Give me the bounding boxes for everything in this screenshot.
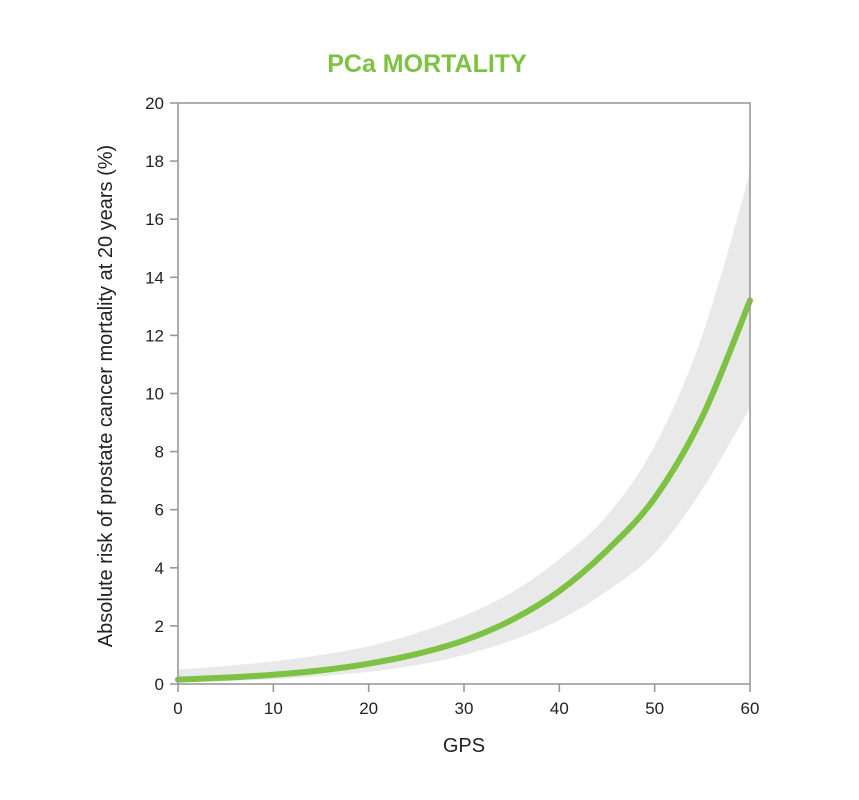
chart-title: PCa MORTALITY [327, 50, 527, 78]
y-axis-label: Absolute risk of prostate cancer mortali… [95, 145, 117, 647]
y-tick-label: 10 [145, 385, 164, 404]
y-tick-label: 16 [145, 210, 164, 229]
confidence-band [178, 172, 750, 683]
confidence-band-layer [178, 172, 750, 683]
x-tick-label: 20 [359, 699, 378, 718]
plot-frame [177, 102, 751, 685]
y-tick-label: 14 [145, 268, 164, 287]
x-axis-label: GPS [443, 735, 485, 757]
y-tick-label: 20 [145, 94, 164, 113]
y-tick-label: 18 [145, 152, 164, 171]
x-tick-label: 50 [645, 699, 664, 718]
x-tick-label: 40 [550, 699, 569, 718]
y-tick-label: 0 [155, 675, 164, 694]
x-tick-label: 30 [455, 699, 474, 718]
y-tick-label: 4 [155, 559, 164, 578]
line-layer [175, 297, 753, 683]
y-tick-label: 2 [155, 617, 164, 636]
axis-layer: 0 2 4 6 8 10 12 14 16 18 20 0 10 20 30 40 50 60 [145, 94, 759, 718]
y-tick-label: 8 [155, 443, 164, 462]
x-tick-label: 60 [741, 699, 760, 718]
y-tick-label: 6 [155, 501, 164, 520]
series-line [175, 297, 753, 683]
x-tick-label: 0 [173, 699, 182, 718]
x-tick-label: 10 [264, 699, 283, 718]
y-tick-label: 12 [145, 326, 164, 345]
